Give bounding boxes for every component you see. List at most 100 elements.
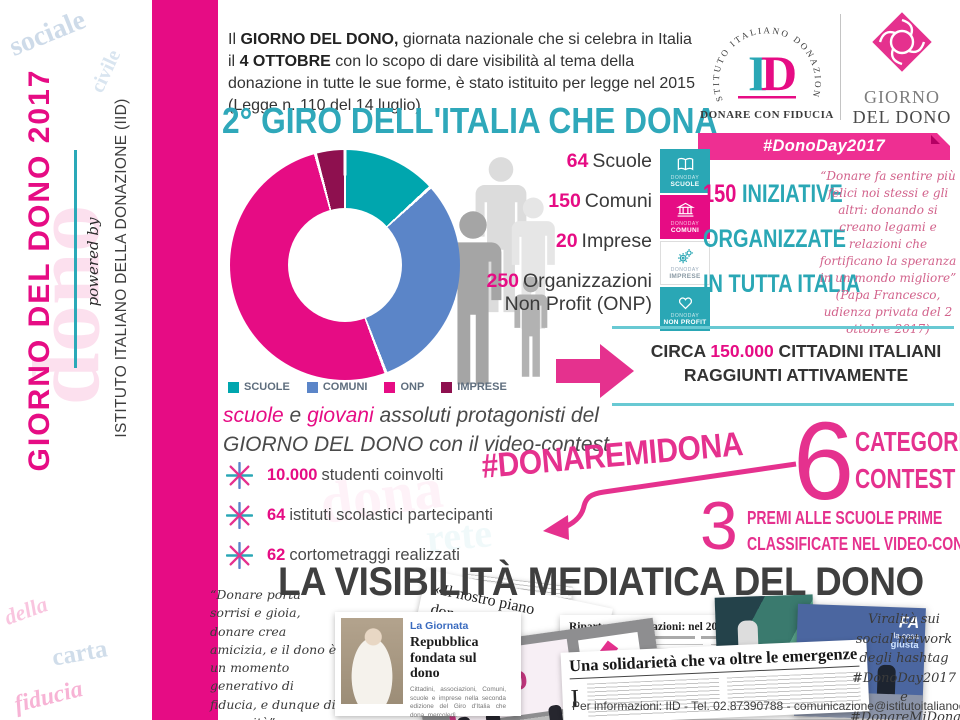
badge-label: IMPRESE bbox=[669, 272, 701, 280]
legend-swatch bbox=[306, 381, 318, 393]
stat-value: 62 bbox=[267, 545, 286, 564]
badge-brand: DONODAY bbox=[670, 174, 700, 181]
powered-by-label: powered by bbox=[84, 217, 102, 307]
badge-label: SCUOLE bbox=[670, 180, 700, 188]
watermark-word: della bbox=[0, 591, 51, 630]
legend-item: COMUNI bbox=[306, 381, 368, 393]
intro-paragraph: Il GIORNO DEL DONO, giornata nazionale c… bbox=[228, 31, 695, 115]
badge-brand: DONODAY bbox=[670, 220, 700, 227]
stat-row: 20 Imprese bbox=[430, 230, 652, 253]
quote-attribution: (Papa Francesco, udienza privata del 2 o… bbox=[823, 288, 953, 337]
badge-brand: DONODAY bbox=[670, 266, 700, 273]
pope-photo bbox=[341, 618, 403, 704]
reach-value: 150.000 bbox=[710, 341, 774, 361]
stat-row: 150 Comuni bbox=[430, 190, 652, 213]
stat-row: 64 Scuole bbox=[430, 150, 652, 173]
highlight-word: giovani bbox=[307, 404, 374, 427]
badge-label: NON PROFIT bbox=[663, 318, 707, 326]
badge-non-profit: DONODAY NON PROFIT bbox=[660, 287, 710, 331]
stat-value: 250 bbox=[486, 270, 520, 292]
papa-francesco-quote: “Donare fa sentire più felici noi stessi… bbox=[818, 168, 958, 338]
right-arrow-icon bbox=[556, 344, 636, 398]
quote-text: “Donare porta sorrisi e gioia, donare cr… bbox=[210, 587, 337, 720]
legend-item: IMPRESE bbox=[441, 381, 507, 393]
donoday-ribbon: #DonoDay2017 bbox=[698, 133, 950, 160]
quote-text: “Donare fa sentire più felici noi stessi… bbox=[819, 169, 957, 286]
stat-label: Imprese bbox=[581, 230, 652, 252]
star-bullet-icon bbox=[226, 541, 253, 569]
iid-letter-i: I bbox=[748, 45, 767, 101]
reach-banner: CIRCA 150.000 CITTADINI ITALIANI RAGGIUN… bbox=[636, 340, 956, 387]
highlight-word: scuole bbox=[223, 404, 284, 427]
gdd-logo-line2: DEL DONO bbox=[852, 106, 952, 127]
contest-prizes-value: 3 bbox=[700, 488, 738, 564]
iniziative-value: 150 bbox=[703, 180, 737, 208]
legend-label: ONP bbox=[400, 381, 425, 393]
badge-scuole: DONODAY SCUOLE bbox=[660, 149, 710, 193]
school-stats-list: 10.000 studenti coinvolti 64 istituti scol… bbox=[226, 455, 493, 575]
book-icon bbox=[677, 157, 693, 171]
donoday-badges: DONODAY SCUOLE DONODAY COMUNI DONODAY IM… bbox=[660, 149, 710, 333]
legend-swatch bbox=[441, 381, 453, 393]
clipping-body: Cittadini, associazioni, Comuni, scuole … bbox=[410, 686, 506, 719]
stat-value: 10.000 bbox=[267, 465, 318, 484]
giorno-del-dono-logo: GIORNO DEL DONO bbox=[848, 8, 956, 132]
iniziative-block: 150 INIZIATIVE ORGANIZZATE IN TUTTA ITAL… bbox=[703, 172, 860, 307]
stat-value: 150 bbox=[548, 190, 581, 212]
iniziative-line: ORGANIZZATE bbox=[703, 225, 846, 253]
contest-prizes-label: PREMI ALLE SCUOLE PRIME CLASSIFICATE NEL… bbox=[747, 508, 960, 554]
reach-text: CIRCA bbox=[650, 341, 711, 361]
contest-categories-label: CATEGORIE CONTEST bbox=[855, 426, 960, 494]
logo-divider bbox=[840, 14, 841, 120]
watermark-word: fiducia bbox=[11, 676, 86, 719]
iid-letter-d: D bbox=[761, 45, 797, 101]
star-bullet-icon bbox=[226, 501, 253, 529]
star-bullet-icon bbox=[226, 461, 253, 489]
stat-label: Comuni bbox=[584, 190, 652, 212]
badge-label: COMUNI bbox=[670, 226, 700, 234]
legend-label: SCUOLE bbox=[244, 381, 290, 393]
gears-icon bbox=[677, 248, 693, 263]
curved-arrow-icon bbox=[543, 461, 797, 540]
caption-text: GIORNO DEL DONO bbox=[223, 433, 424, 456]
stat-label: studenti coinvolti bbox=[321, 465, 444, 484]
stat-value: 64 bbox=[267, 505, 286, 524]
media-section-title: LA VISIBILITÀ MEDIATICA DEL DONO bbox=[278, 560, 924, 604]
newspaper-clipping-giornata: La Giornata Repubblica fondata sul dono … bbox=[335, 612, 521, 719]
list-item: 64 istituti scolastici partecipanti bbox=[226, 495, 493, 535]
participation-stats: 64 Scuole 150 Comuni 20 Imprese 250 Organizz… bbox=[430, 150, 652, 333]
footer-contact: Per informazioni: IID - Tel. 02.87390788… bbox=[572, 699, 960, 713]
watermark-word: civile bbox=[86, 46, 126, 97]
legend-item: SCUOLE bbox=[228, 381, 290, 393]
donoday-hashtag: #DonoDay2017 bbox=[763, 137, 885, 155]
reach-line2: RAGGIUNTI ATTIVAMENTE bbox=[683, 364, 909, 385]
protagonists-caption: scuole e giovani assoluti protagonisti d… bbox=[223, 401, 609, 459]
divider-line bbox=[612, 326, 954, 329]
donut-chart bbox=[230, 150, 460, 380]
iniziative-line: INIZIATIVE bbox=[741, 180, 843, 208]
heart-icon bbox=[678, 296, 692, 309]
stat-label: Organizzazioni Non Profit (ONP) bbox=[504, 270, 652, 315]
caption-text: con il video-contest bbox=[423, 433, 609, 456]
sidebar-divider-line bbox=[74, 150, 77, 368]
badge-brand: DONODAY bbox=[670, 312, 700, 319]
chart-legend: SCUOLE COMUNI ONP IMPRESE bbox=[228, 381, 507, 393]
legend-item: ONP bbox=[384, 381, 424, 393]
contest-categories-value: 6 bbox=[793, 400, 855, 523]
bank-icon bbox=[675, 202, 695, 217]
badge-comuni: DONODAY COMUNI bbox=[660, 195, 710, 239]
gdd-logo-line1: GIORNO bbox=[864, 87, 940, 107]
legend-swatch bbox=[384, 381, 396, 393]
divider-line bbox=[612, 403, 954, 406]
legend-swatch bbox=[228, 381, 239, 393]
giorno-del-dono-diamond-icon bbox=[872, 12, 932, 72]
badge-imprese: DONODAY IMPRESE bbox=[660, 241, 710, 285]
clipping-headline: Repubblica fondata sul dono bbox=[410, 635, 479, 682]
legend-label: COMUNI bbox=[322, 381, 368, 393]
legend-label: IMPRESE bbox=[457, 381, 507, 393]
stat-label: istituti scolastici partecipanti bbox=[289, 505, 493, 524]
iid-logo-mark: ISTITUTO ITALIANO DONAZIONE I D bbox=[694, 0, 821, 103]
iniziative-line: IN TUTTA ITALIA bbox=[703, 270, 861, 298]
reach-text: CITTADINI ITALIANI bbox=[773, 341, 942, 361]
